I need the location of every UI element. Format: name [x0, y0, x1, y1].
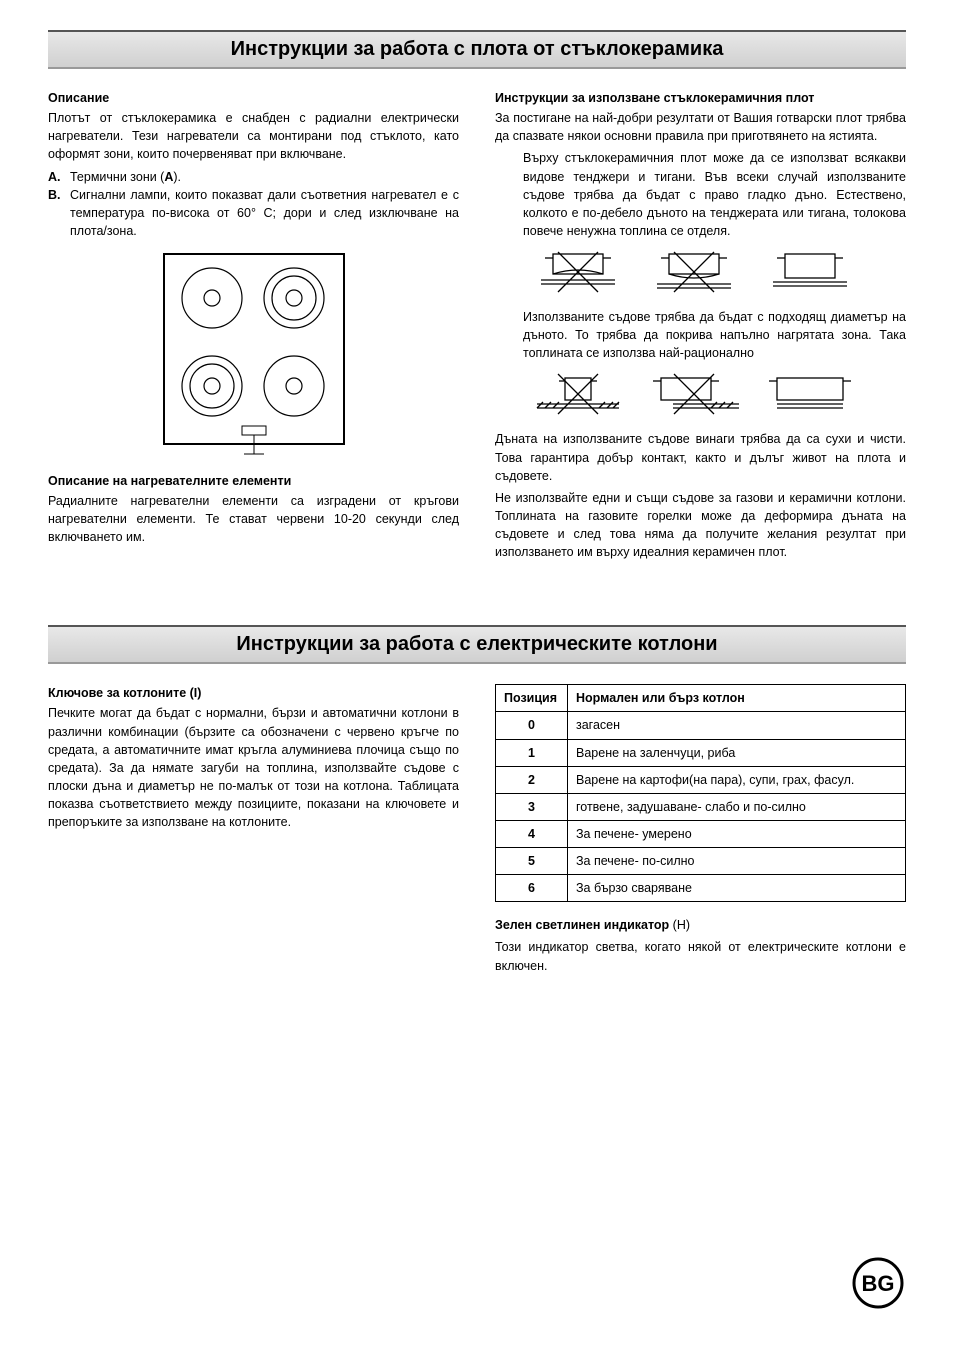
list-item-b: B. Сигнални лампи, които показват дали с…	[48, 186, 459, 240]
section-title: Инструкции за работа с плота от стъклоке…	[48, 38, 906, 61]
icon-row-2	[495, 370, 906, 418]
icon-row-1	[495, 248, 906, 296]
pot-correct-size-icon	[755, 370, 865, 418]
text-pots: Върху стъклокерамичния плот може да се и…	[495, 149, 906, 240]
table-header-row: Позиция Нормален или бърз котлон	[496, 685, 906, 712]
pot-wrong-arched-icon	[523, 248, 633, 296]
section-title-2: Инструкции за работа с електрическите ко…	[48, 633, 906, 656]
columns-ceramic: Описание Плотът от стъклокерамика е снаб…	[48, 89, 906, 565]
text-knobs: Печките могат да бъдат с нормални, бързи…	[48, 704, 459, 831]
right-column: Инструкции за използване стъклокерамични…	[495, 89, 906, 565]
knob-table: Позиция Нормален или бърз котлон 0загасе…	[495, 684, 906, 902]
badge-icon: BG	[850, 1255, 906, 1311]
left-column: Описание Плотът от стъклокерамика е снаб…	[48, 89, 459, 565]
text-instructions: За постигане на най-добри резултати от В…	[495, 109, 906, 145]
language-badge: BG	[850, 1255, 906, 1311]
section-header-ceramic-hob: Инструкции за работа с плота от стъклоке…	[48, 30, 906, 69]
indicator-text: Този индикатор светва, когато някой от е…	[495, 938, 906, 974]
hob-diagram	[48, 248, 459, 458]
heading-knobs: Ключове за котлоните (I)	[48, 684, 459, 702]
indicator-title: Зелен светлинен индикатор	[495, 918, 669, 932]
col-position: Позиция	[496, 685, 568, 712]
table-row: 3готвене, задушаване- слабо и по-силно	[496, 793, 906, 820]
table-row: 6За бързо сваряване	[496, 875, 906, 902]
heading-instructions: Инструкции за използване стъклокерамични…	[495, 89, 906, 107]
label-b: B.	[48, 186, 70, 204]
list-item-a: A. Термични зони (A).	[48, 168, 459, 186]
text-dry-base: Дъната на използваните съдове винаги тря…	[495, 430, 906, 484]
table-row: 2Варене на картофи(на пара), супи, грах,…	[496, 766, 906, 793]
left-column-2: Ключове за котлоните (I) Печките могат д…	[48, 684, 459, 978]
columns-electric: Ключове за котлоните (I) Печките могат д…	[48, 684, 906, 978]
pot-wrong-small-icon	[523, 370, 633, 418]
text-b: Сигнални лампи, които показват дали съот…	[70, 186, 459, 240]
text-a: Термични зони (A).	[70, 168, 459, 186]
badge-text: BG	[862, 1271, 895, 1296]
right-column-2: Позиция Нормален или бърз котлон 0загасе…	[495, 684, 906, 978]
table-row: 4За печене- умерено	[496, 820, 906, 847]
text-description: Плотът от стъклокерамика е снабден с рад…	[48, 109, 459, 163]
label-a: A.	[48, 168, 70, 186]
heading-description: Описание	[48, 89, 459, 107]
heading-heating-elements: Описание на нагревателните елементи	[48, 472, 459, 490]
pot-correct-flat-icon	[755, 248, 865, 296]
col-description: Нормален или бърз котлон	[568, 685, 906, 712]
text-gas-warning: Не използвайте едни и същи съдове за газ…	[495, 489, 906, 562]
table-row: 0загасен	[496, 712, 906, 739]
pot-wrong-convex-icon	[639, 248, 749, 296]
table-row: 5За печене- по-силно	[496, 848, 906, 875]
indicator-section: Зелен светлинен индикатор (H) Този индик…	[495, 916, 906, 974]
indicator-title-line: Зелен светлинен индикатор (H)	[495, 916, 906, 934]
section-header-electric-plates: Инструкции за работа с електрическите ко…	[48, 625, 906, 664]
pot-wrong-offset-icon	[639, 370, 749, 418]
text-heating-elements: Радиалните нагревателни елементи са изгр…	[48, 492, 459, 546]
text-diameter: Използваните съдове трябва да бъдат с по…	[495, 308, 906, 362]
hob-diagram-svg	[154, 248, 354, 458]
table-row: 1Варене на заленчуци, риба	[496, 739, 906, 766]
